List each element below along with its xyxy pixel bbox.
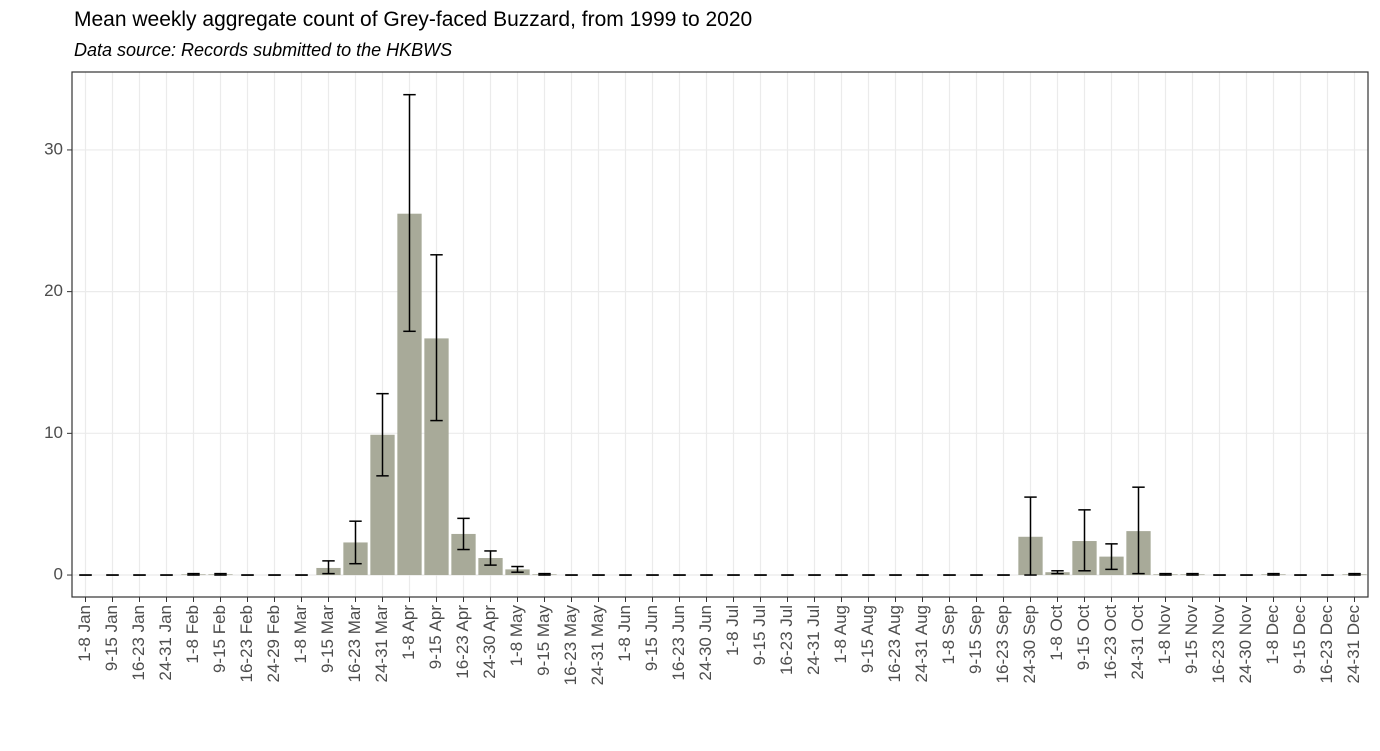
x-tick-label: 16-23 Oct (1101, 605, 1120, 680)
x-tick-label: 1-8 Apr (399, 605, 418, 660)
x-tick-label: 1-8 Dec (1263, 605, 1282, 665)
x-tick-label: 24-29 Feb (264, 605, 283, 683)
x-tick-label: 24-30 Jun (696, 605, 715, 681)
x-tick-label: 16-23 Mar (345, 605, 364, 683)
error-bar (484, 550, 497, 566)
x-tick-label: 9-15 Jun (642, 605, 661, 671)
x-tick-label: 1-8 Mar (291, 605, 310, 664)
x-tick-label: 24-31 May (588, 605, 607, 686)
error-bar (1267, 572, 1280, 576)
error-bar (1051, 570, 1064, 575)
x-tick-label: 16-23 Aug (885, 605, 904, 683)
error-bar (1105, 543, 1118, 571)
y-tick-label: 10 (44, 423, 63, 442)
x-tick-label: 16-23 Apr (453, 605, 472, 679)
x-tick-label: 1-8 Sep (939, 605, 958, 665)
x-tick-label: 1-8 Jun (615, 605, 634, 662)
x-tick-label: 9-15 Oct (1074, 605, 1093, 670)
x-tick-label: 9-15 Sep (966, 605, 985, 674)
x-tick-label: 1-8 Oct (1047, 605, 1066, 661)
error-bar (538, 572, 551, 576)
error-bar (1186, 572, 1199, 576)
x-tick-label: 16-23 Jun (669, 605, 688, 681)
x-tick-label: 1-8 Aug (831, 605, 850, 664)
error-bar (430, 254, 443, 422)
error-bar (1159, 572, 1172, 576)
x-tick-label: 9-15 Jul (750, 605, 769, 665)
x-tick-label: 9-15 Jan (102, 605, 121, 671)
x-tick-label: 1-8 Jan (75, 605, 94, 662)
x-tick-label: 24-30 Apr (480, 605, 499, 679)
bar (478, 558, 503, 576)
error-bar (1078, 509, 1091, 572)
x-tick-label: 24-30 Sep (1020, 605, 1039, 683)
error-bar (322, 560, 335, 575)
x-tick-label: 24-31 Dec (1344, 605, 1363, 684)
x-tick-label: 1-8 Feb (183, 605, 202, 664)
x-tick-label: 1-8 Jul (723, 605, 742, 656)
x-tick-label: 24-31 Mar (372, 605, 391, 683)
x-tick-label: 9-15 May (534, 605, 553, 676)
y-tick-label: 0 (54, 565, 63, 584)
x-tick-label: 24-30 Nov (1236, 605, 1255, 684)
error-bar (1348, 572, 1361, 576)
x-tick-label: 16-23 Sep (993, 605, 1012, 683)
x-tick-label: 16-23 Jul (777, 605, 796, 675)
x-tick-label: 16-23 Dec (1317, 605, 1336, 684)
x-tick-label: 24-31 Jul (804, 605, 823, 675)
x-tick-label: 1-8 May (507, 605, 526, 667)
x-tick-label: 9-15 Nov (1182, 605, 1201, 674)
chart-subtitle: Data source: Records submitted to the HK… (74, 40, 452, 60)
y-tick-label: 20 (44, 281, 63, 300)
error-bar (1132, 486, 1145, 575)
x-tick-label: 9-15 Dec (1290, 605, 1309, 674)
x-tick-label: 16-23 Nov (1209, 605, 1228, 684)
x-tick-label: 1-8 Nov (1155, 605, 1174, 665)
plot-border (71, 71, 1369, 598)
x-tick-label: 24-31 Oct (1128, 605, 1147, 680)
x-tick-label: 9-15 Aug (858, 605, 877, 673)
x-tick-label: 9-15 Feb (210, 605, 229, 673)
x-tick-label: 16-23 Jan (129, 605, 148, 681)
x-tick-label: 16-23 May (561, 605, 580, 686)
error-bar (349, 520, 362, 565)
x-tick-label: 9-15 Apr (426, 605, 445, 670)
y-tick-label: 30 (44, 139, 63, 158)
error-bar (214, 572, 227, 576)
plot-background (72, 72, 1368, 597)
error-bar (1024, 496, 1037, 576)
chart-title: Mean weekly aggregate count of Grey-face… (74, 8, 752, 31)
x-tick-label: 16-23 Feb (237, 605, 256, 683)
x-tick-label: 24-31 Jan (156, 605, 175, 681)
error-bar (403, 93, 416, 333)
error-bar (187, 572, 200, 576)
x-tick-label: 24-31 Aug (912, 605, 931, 683)
x-tick-label: 9-15 Mar (318, 605, 337, 673)
error-bar (457, 517, 470, 551)
error-bar (376, 392, 389, 477)
error-bar (511, 565, 524, 573)
